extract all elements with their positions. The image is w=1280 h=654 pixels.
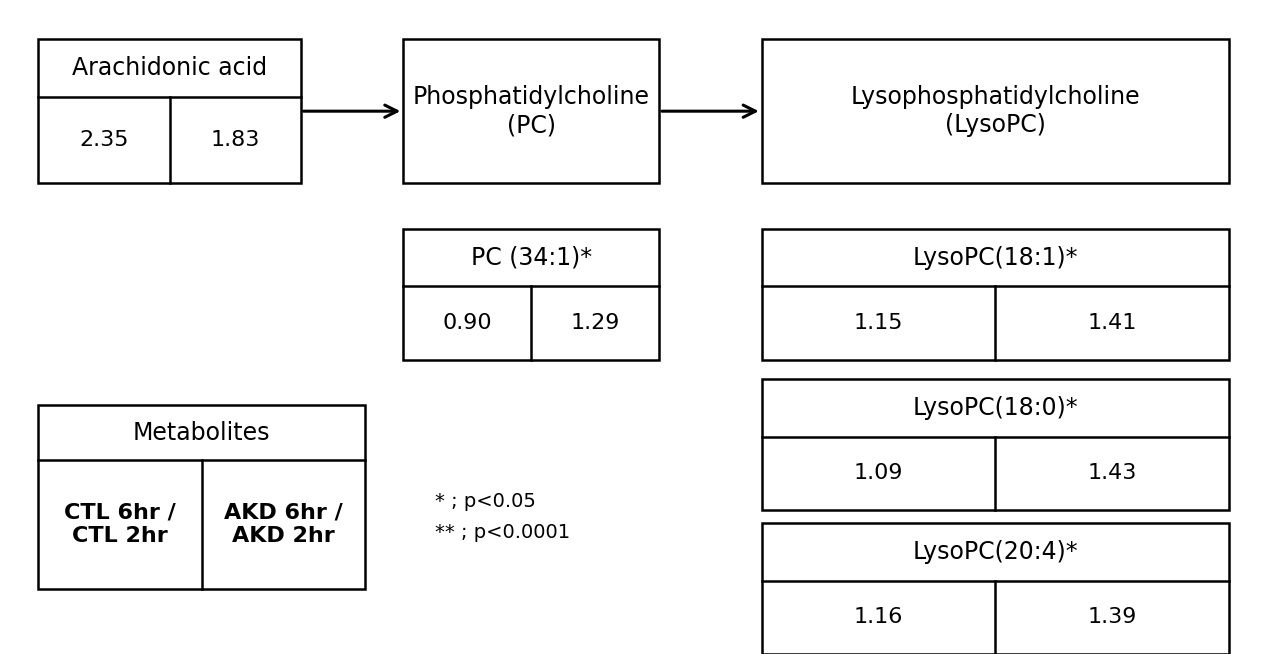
- Text: 0.90: 0.90: [443, 313, 492, 333]
- Text: AKD 6hr /
AKD 2hr: AKD 6hr / AKD 2hr: [224, 503, 343, 546]
- Bar: [38, 39, 301, 183]
- Text: CTL 6hr /
CTL 2hr: CTL 6hr / CTL 2hr: [64, 503, 175, 546]
- Text: LysoPC(18:0)*: LysoPC(18:0)*: [913, 396, 1078, 420]
- Bar: [762, 39, 1229, 183]
- Bar: [403, 39, 659, 183]
- Bar: [762, 523, 1229, 654]
- Text: 1.83: 1.83: [210, 130, 260, 150]
- Text: Phosphatidylcholine
(PC): Phosphatidylcholine (PC): [412, 85, 650, 137]
- Text: LysoPC(20:4)*: LysoPC(20:4)*: [913, 540, 1078, 564]
- Bar: [403, 229, 659, 360]
- Text: Lysophosphatidylcholine
(LysoPC): Lysophosphatidylcholine (LysoPC): [850, 85, 1140, 137]
- Text: 1.16: 1.16: [854, 608, 904, 627]
- Text: Metabolites: Metabolites: [133, 421, 270, 445]
- Text: PC (34:1)*: PC (34:1)*: [471, 246, 591, 269]
- Text: 1.43: 1.43: [1087, 464, 1137, 483]
- Bar: [38, 405, 365, 589]
- Text: Arachidonic acid: Arachidonic acid: [72, 56, 268, 80]
- Text: 1.15: 1.15: [854, 313, 904, 333]
- Text: 1.29: 1.29: [571, 313, 620, 333]
- Bar: [762, 379, 1229, 510]
- Text: 1.09: 1.09: [854, 464, 904, 483]
- Text: 1.39: 1.39: [1087, 608, 1137, 627]
- Text: LysoPC(18:1)*: LysoPC(18:1)*: [913, 246, 1078, 269]
- Bar: [762, 229, 1229, 360]
- Text: 2.35: 2.35: [79, 130, 129, 150]
- Text: * ; p<0.05
** ; p<0.0001: * ; p<0.05 ** ; p<0.0001: [435, 492, 571, 542]
- Text: 1.41: 1.41: [1087, 313, 1137, 333]
